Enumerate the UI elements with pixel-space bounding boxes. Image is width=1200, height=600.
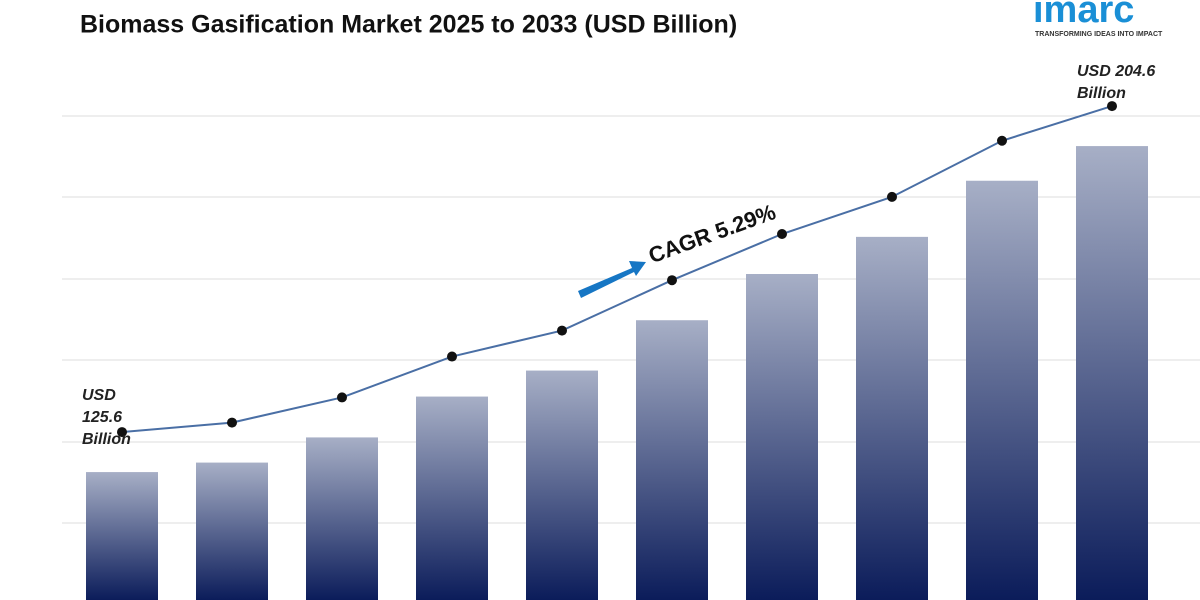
- start-label: Billion: [82, 431, 131, 448]
- trend-point: [887, 191, 897, 202]
- start-label: 125.6: [82, 409, 122, 426]
- trend-point: [997, 135, 1007, 146]
- bar: [86, 472, 158, 600]
- trend-point: [1107, 101, 1117, 112]
- trend-line: [121, 105, 1113, 434]
- end-label: USD 204.6: [1077, 63, 1155, 80]
- bar: [306, 437, 378, 600]
- end-label: Billion: [1077, 85, 1126, 102]
- bar: [526, 370, 598, 600]
- bar: [416, 396, 488, 600]
- chart-title: Biomass Gasification Market 2025 to 2033…: [80, 11, 737, 39]
- cagr-arrow: [578, 261, 646, 298]
- trend-point: [227, 417, 237, 428]
- logo-tagline: TRANSFORMING IDEAS INTO IMPACT: [1035, 31, 1163, 38]
- trend-point: [447, 351, 457, 362]
- trend-point: [117, 427, 127, 438]
- bar: [636, 320, 708, 600]
- cagr-label: CAGR 5.29%: [645, 199, 779, 268]
- trend-point: [337, 392, 347, 403]
- bar: [196, 462, 268, 600]
- trend-point: [667, 275, 677, 286]
- logo-name: imarc: [1033, 0, 1134, 31]
- trend-point: [557, 325, 567, 336]
- trend-point: [777, 229, 787, 240]
- bar: [746, 274, 818, 600]
- bar: [856, 236, 928, 600]
- bar: [1076, 146, 1148, 600]
- bar: [966, 180, 1038, 600]
- start-label: USD: [82, 387, 116, 404]
